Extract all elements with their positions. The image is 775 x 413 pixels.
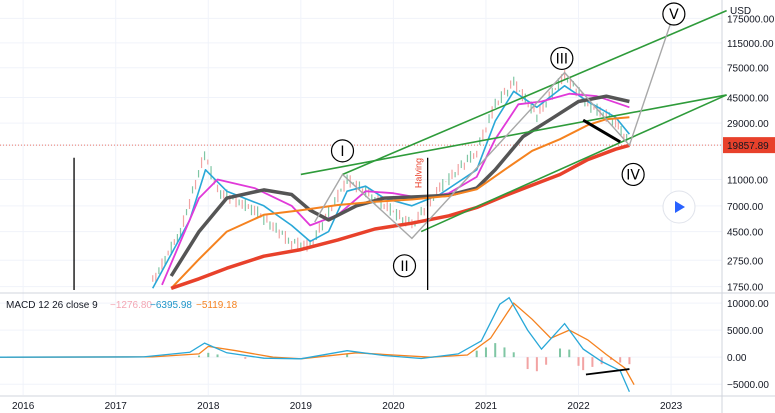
macd-histogram-bar (346, 354, 349, 358)
macd-histogram-bar (475, 350, 478, 358)
macd-histogram-bar (207, 352, 210, 358)
macd-histogram-bar (512, 352, 515, 358)
macd-histogram-bar (503, 347, 506, 358)
macd-histogram-bar (600, 357, 603, 365)
macd-tick-label: 0.00 (727, 353, 747, 364)
price-tick-label: 7000.00 (727, 202, 764, 213)
wave-circle (392, 254, 417, 278)
macd-histogram-bar (526, 357, 529, 370)
trend-line (582, 118, 621, 144)
channel-line-upper (342, 9, 727, 176)
wave-circle (662, 2, 686, 26)
macd-histogram-bar (628, 357, 631, 365)
scroll-right-button[interactable] (662, 190, 696, 224)
macd-histogram-bar (577, 357, 580, 366)
macd-value-hist: −1276.80 (110, 300, 152, 311)
wave-label: V (669, 7, 679, 23)
x-tick-label: 2021 (475, 401, 498, 412)
price-tick-label: 115000.00 (727, 39, 774, 50)
play-icon (675, 201, 685, 213)
macd-tick-label: 5000.00 (727, 326, 764, 337)
x-tick-label: 2018 (197, 401, 220, 412)
price-tick-label: 4500.00 (727, 228, 764, 239)
x-tick-label: 2016 (12, 401, 35, 412)
macd-pane (0, 296, 635, 393)
halving-label: Halving (414, 158, 424, 188)
wave-path (314, 21, 672, 240)
macd-histogram-bar (545, 357, 548, 365)
wave-label: III (556, 51, 568, 67)
macd-histogram-bar (559, 348, 562, 358)
price-tick-label: 175000.00 (727, 14, 775, 25)
macd-trend-line (585, 368, 630, 376)
series-line (169, 94, 630, 277)
macd-histogram-bar (484, 347, 487, 358)
series-line (170, 116, 630, 289)
price-tick-label: 2750.00 (727, 256, 764, 267)
macd-histogram-bar (198, 355, 201, 358)
macd-label: MACD 12 26 close 9 (6, 300, 98, 311)
wave-circle (621, 162, 645, 187)
macd-histogram-bar (494, 343, 497, 358)
macd-histogram-bar (535, 357, 538, 372)
macd-value-macd: −6395.98 (150, 300, 192, 311)
price-tick-label: 19857.89 (727, 141, 769, 152)
signal-line (0, 302, 635, 386)
wave-label: II (400, 259, 408, 275)
wave-circle (330, 139, 355, 163)
x-tick-label: 2022 (567, 401, 590, 412)
macd-tick-label: −5000.00 (727, 380, 769, 391)
x-tick-label: 2017 (105, 401, 128, 412)
price-tick-label: 11000.00 (727, 176, 768, 187)
macd-histogram-bar (582, 357, 585, 371)
price-tick-label: 1750.00 (727, 283, 764, 294)
series-line (161, 92, 630, 286)
macd-histogram-bar (619, 357, 622, 363)
macd-histogram-bar (244, 357, 247, 359)
wave-label: I (340, 144, 344, 160)
x-tick-label: 2020 (382, 401, 405, 412)
macd-histogram-bar (568, 349, 571, 358)
last-price-badge (723, 137, 775, 154)
x-tick-label: 2023 (660, 401, 683, 412)
series-line (170, 143, 630, 290)
macd-line (0, 296, 630, 393)
price-tick-label: 29000.00 (727, 119, 769, 130)
x-tick-label: 2019 (290, 401, 313, 412)
macd-histogram-bar (591, 357, 594, 367)
macd-value-signal: −5119.18 (196, 300, 238, 311)
wave-circle (550, 46, 574, 71)
price-tick-label: 75000.00 (727, 64, 769, 75)
axes: 175000.00 115000.00 75000.00 45000.00 29000.… (12, 14, 775, 412)
currency-label: USD (730, 6, 751, 17)
channel-line-mid (300, 94, 727, 176)
price-tick-label: 45000.00 (727, 93, 769, 104)
channel-line-lower (420, 94, 727, 233)
wave-label: IV (626, 167, 640, 183)
macd-tick-label: 10000.00 (727, 299, 769, 310)
macd-histogram-bar (216, 354, 219, 358)
